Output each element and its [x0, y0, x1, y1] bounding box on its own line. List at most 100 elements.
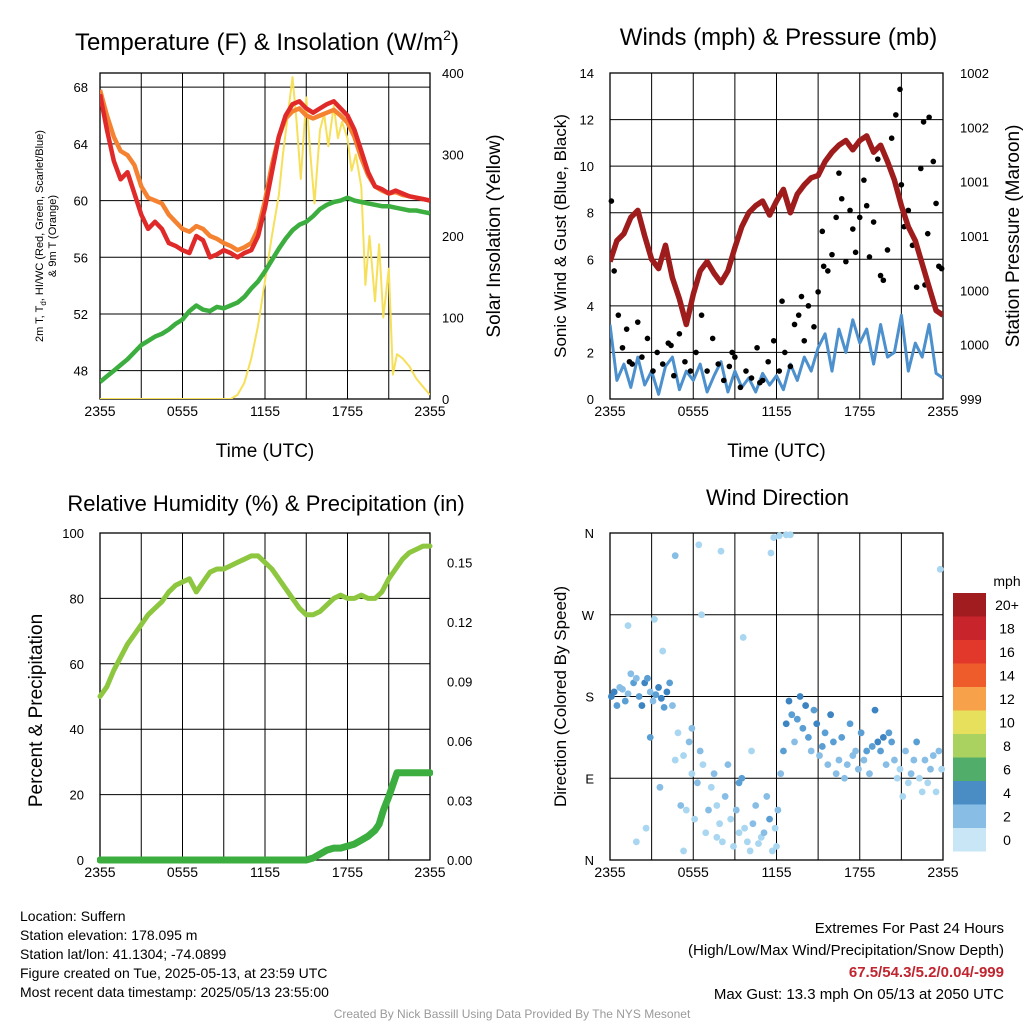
gust-point — [608, 198, 615, 204]
wind-direction-point — [799, 724, 807, 732]
y2-tick-label: 1001 — [960, 175, 989, 190]
wind-direction-point — [732, 806, 740, 814]
y-tick-label: 64 — [74, 137, 88, 152]
wind-direction-point — [674, 729, 682, 737]
y2-tick-label: 0.06 — [447, 734, 472, 749]
wind-direction-point — [695, 541, 703, 549]
legend-swatch — [953, 663, 986, 687]
wind-direction-point — [770, 534, 778, 541]
wind-direction-point — [657, 694, 665, 702]
x-tick-label: 2355 — [927, 403, 958, 419]
gust-point — [639, 354, 645, 360]
gust-point — [626, 358, 633, 365]
location-text: Location: Suffern — [20, 908, 126, 924]
legend-label: 6 — [1003, 761, 1011, 777]
wind-direction-point — [832, 770, 840, 778]
x-tick-label: 2355 — [84, 864, 115, 880]
y-tick-label: 60 — [74, 194, 88, 209]
y2-tick-label: 1002 — [960, 120, 989, 135]
latlon-text: Station lat/lon: 41.1304; -74.0899 — [20, 946, 227, 962]
wind-direction-point — [841, 774, 848, 782]
wind-direction-point — [713, 833, 721, 841]
gust-point — [623, 326, 630, 332]
gust-point — [938, 265, 945, 272]
x-tick-label: 1755 — [844, 403, 875, 419]
y-tick-label: 100 — [62, 526, 84, 541]
gust-point — [820, 263, 827, 270]
gust-point — [644, 335, 651, 342]
legend-label: 16 — [999, 644, 1015, 660]
wind-direction-point — [671, 756, 679, 764]
y2-tick-label: 0 — [442, 392, 449, 407]
gust-point — [833, 214, 839, 221]
chart-title-close: ) — [451, 29, 459, 56]
x-tick-label: 0555 — [678, 403, 709, 419]
gust-point — [654, 349, 660, 356]
wind-direction-point — [727, 815, 735, 823]
y-tick-label: 68 — [74, 80, 88, 95]
gust-point — [687, 368, 694, 374]
gust-point — [861, 177, 867, 183]
legend-swatch — [953, 781, 986, 805]
x-tick-label: 1155 — [761, 403, 791, 419]
gust-point — [693, 349, 699, 356]
wind-direction-point — [613, 702, 621, 709]
chart-title-main: Temperature (F) & Insolation (W/m — [75, 29, 443, 56]
gust-point — [671, 372, 677, 379]
gust-point — [863, 202, 870, 209]
gust-point — [726, 363, 733, 370]
x-tick-label: 1755 — [844, 864, 875, 880]
y-tick-label: 20 — [70, 788, 84, 803]
wind-direction-point — [705, 806, 712, 814]
gust-point — [880, 277, 887, 284]
wind-direction-point — [816, 752, 823, 759]
gust-point — [933, 200, 939, 207]
wind-direction-point — [863, 747, 871, 755]
gust-point — [884, 247, 891, 253]
x-tick-label: 0555 — [167, 403, 198, 419]
wind-direction-point — [893, 774, 901, 782]
wind-direction-point — [918, 788, 926, 796]
y-tick-label: 4 — [587, 299, 594, 314]
y-tick-label: 52 — [74, 307, 88, 322]
wind-direction-point — [810, 706, 818, 714]
gust-point — [866, 254, 873, 260]
legend-swatch — [953, 640, 986, 664]
station-info: Location: Suffern Station elevation: 178… — [20, 907, 329, 1002]
wind-direction-point — [924, 779, 932, 787]
gust-point — [737, 384, 744, 391]
chart-title: Winds (mph) & Pressure (mb) — [620, 24, 937, 51]
gust-point — [924, 230, 931, 237]
x-tick-label: 2355 — [594, 864, 625, 880]
y-tick-label: 8 — [587, 206, 594, 221]
gust-point — [838, 195, 845, 202]
max-gust-text: Max Gust: 13.3 mph On 05/13 at 2050 UTC — [713, 986, 1004, 1003]
wind-direction-point — [766, 815, 773, 823]
wind-direction-point — [899, 793, 907, 800]
chart-title-sup: 2 — [443, 27, 451, 43]
wind-direction-point — [724, 761, 732, 769]
y2-tick-label: 200 — [442, 229, 464, 244]
legend-swatch — [953, 710, 986, 734]
chart-title: Temperature (F) & Insolation (W/m2) — [75, 27, 459, 56]
gust-point — [619, 344, 626, 351]
legend-swatch — [953, 804, 986, 828]
gust-point — [811, 324, 817, 330]
gust-point — [825, 268, 831, 274]
wind-direction-point — [916, 774, 923, 782]
wind-direction-point — [791, 738, 798, 746]
series-line-2m-t — [100, 93, 430, 260]
x-tick-label: 1155 — [250, 864, 280, 880]
gust-point — [930, 158, 937, 165]
gust-point — [913, 284, 920, 291]
wind-direction-point — [885, 729, 893, 737]
wind-direction-point — [877, 747, 884, 755]
wind-direction-point — [879, 733, 887, 741]
x-axis-label: Time (UTC) — [727, 441, 826, 462]
y-tick-label: 10 — [580, 159, 594, 174]
x-tick-label: 0555 — [167, 864, 198, 880]
wind-direction-point — [802, 702, 810, 709]
y2-tick-label: 0.15 — [447, 556, 472, 571]
gust-point — [765, 358, 771, 365]
